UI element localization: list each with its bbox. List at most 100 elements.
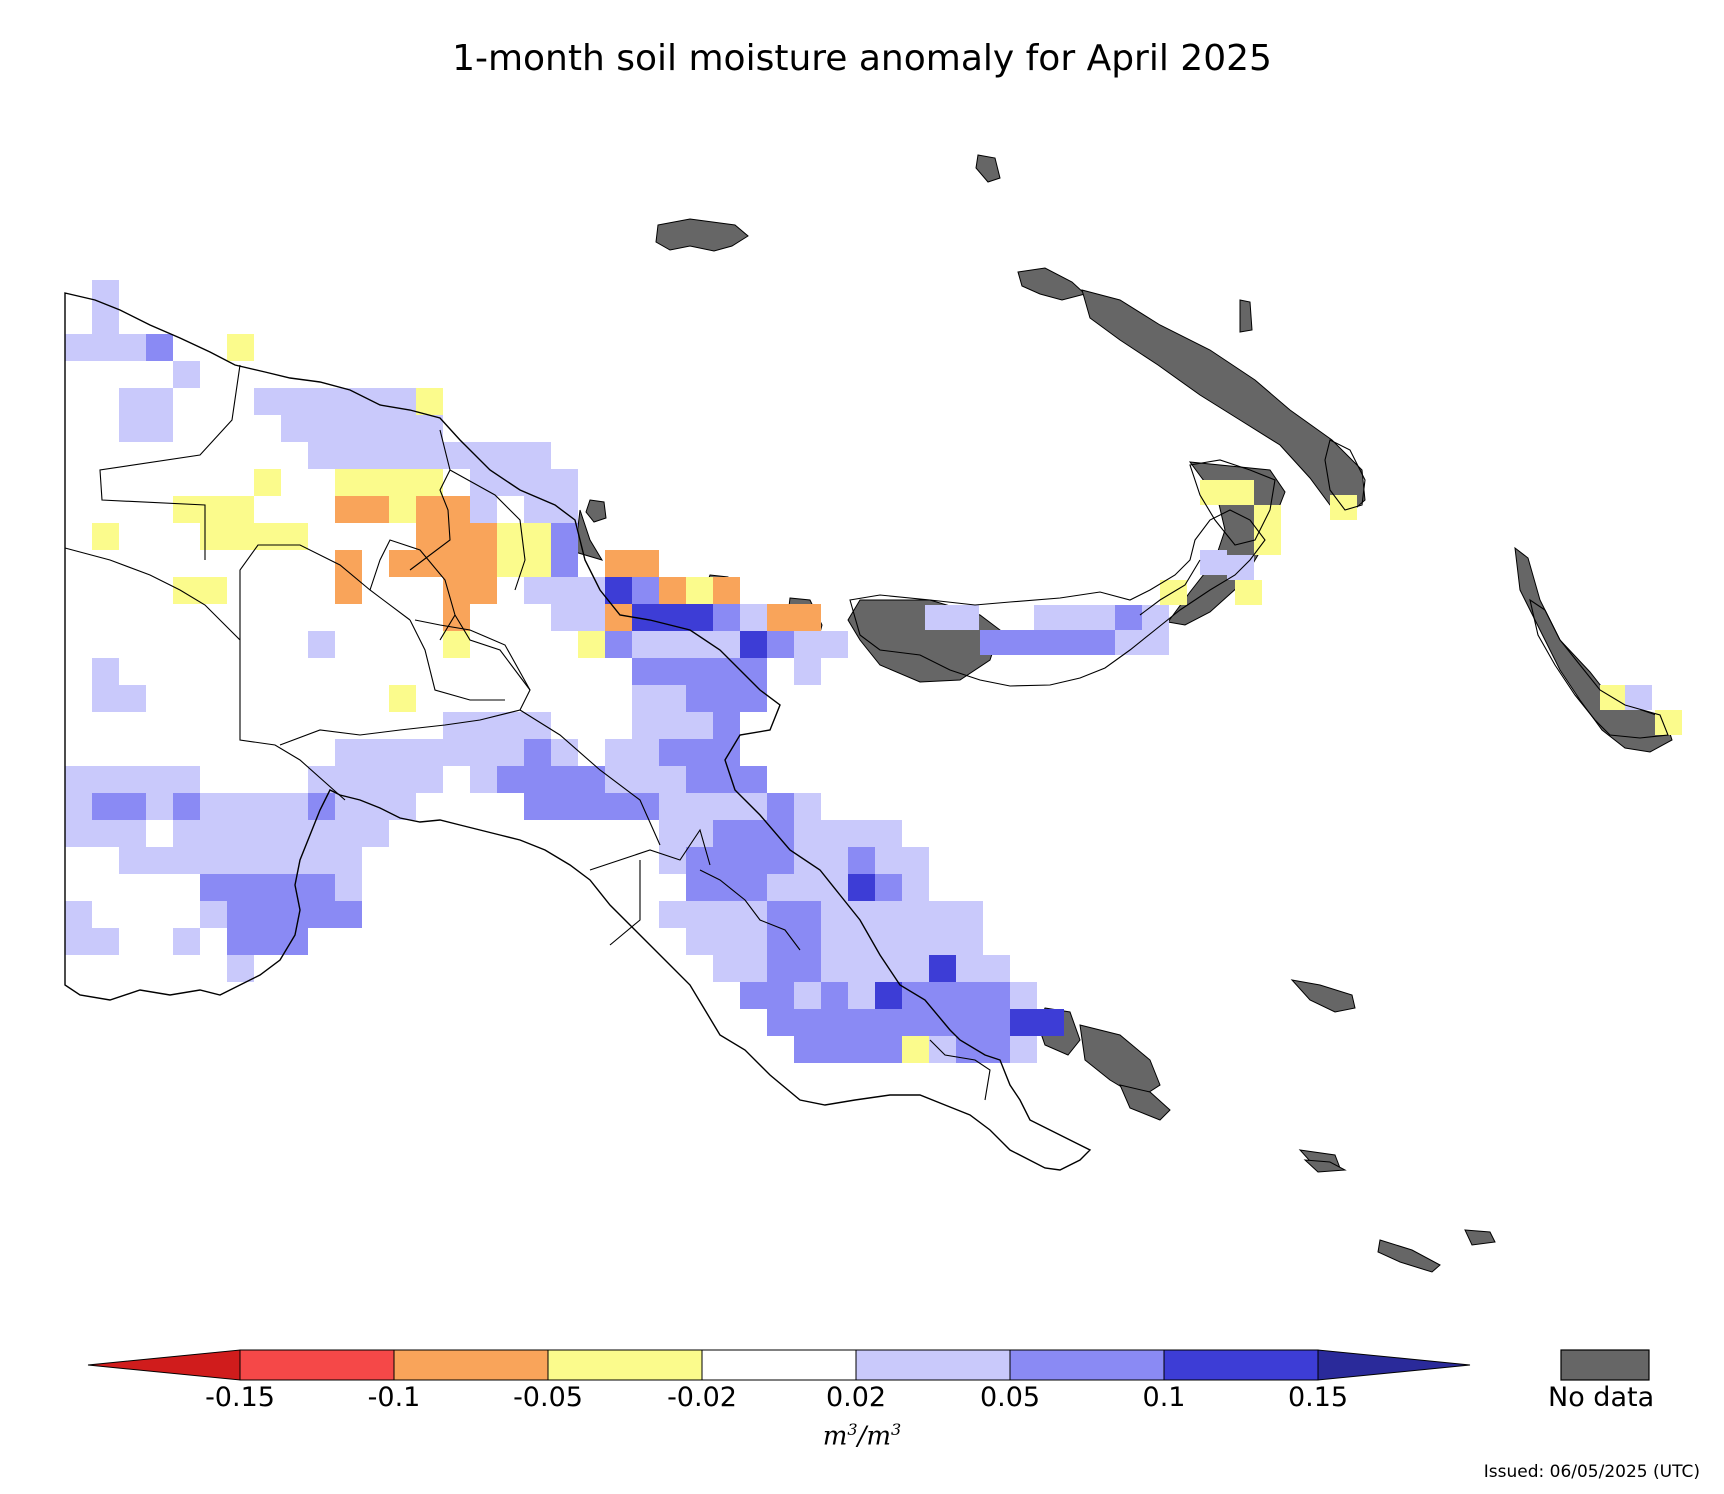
anomaly-cell: [524, 550, 551, 577]
anomaly-cell: [605, 766, 632, 793]
units-slash: /: [857, 1421, 867, 1452]
anomaly-cell: [362, 388, 389, 415]
anomaly-cell: [227, 334, 254, 361]
anomaly-cell: [524, 577, 551, 604]
anomaly-cell: [119, 766, 146, 793]
anomaly-cell: [335, 766, 362, 793]
anomaly-cell: [146, 793, 173, 820]
anomaly-cell: [173, 847, 200, 874]
colorbar-segment: [393, 1349, 549, 1381]
anomaly-cell: [65, 901, 92, 928]
anomaly-cell: [1010, 1036, 1037, 1063]
anomaly-cell: [308, 901, 335, 928]
anomaly-cell: [92, 766, 119, 793]
colorbar-tick-label: 0.05: [979, 1382, 1041, 1413]
colorbar-tick-label: 0.1: [1142, 1382, 1186, 1413]
anomaly-cell: [254, 793, 281, 820]
anomaly-cell: [1061, 630, 1088, 655]
colorbar-segment: [1009, 1349, 1165, 1381]
anomaly-cell: [1115, 605, 1142, 630]
anomaly-cell: [416, 523, 443, 550]
anomaly-cell: [227, 847, 254, 874]
anomaly-cell: [1010, 1009, 1037, 1036]
anomaly-cell: [1061, 605, 1088, 630]
anomaly-cell: [1655, 710, 1682, 735]
anomaly-cell: [389, 550, 416, 577]
anomaly-cell: [929, 955, 956, 982]
issued-date: Issued: 06/05/2025 (UTC): [1483, 1462, 1700, 1482]
anomaly-cell: [686, 712, 713, 739]
anomaly-cell: [1142, 630, 1169, 655]
anomaly-cell: [389, 766, 416, 793]
anomaly-cell: [254, 928, 281, 955]
anomaly-cell: [605, 631, 632, 658]
anomaly-cell: [632, 658, 659, 685]
anomaly-cell: [875, 847, 902, 874]
anomaly-cell: [470, 550, 497, 577]
normanby: [1119, 1084, 1171, 1121]
anomaly-cell: [956, 928, 983, 955]
new-hanover: [1017, 267, 1087, 301]
anomaly-cell: [443, 442, 470, 469]
anomaly-cell: [821, 631, 848, 658]
anomaly-cell: [470, 469, 497, 496]
anomaly-cell: [92, 523, 119, 550]
anomaly-cell: [713, 631, 740, 658]
anomaly-cell: [362, 496, 389, 523]
anomaly-cell: [929, 928, 956, 955]
anomaly-cell: [1088, 605, 1115, 630]
anomaly-cell: [308, 874, 335, 901]
anomaly-cell: [578, 793, 605, 820]
anomaly-cell: [740, 874, 767, 901]
anomaly-cell: [200, 793, 227, 820]
anomaly-cell: [659, 901, 686, 928]
anomaly-cell: [1037, 1009, 1064, 1036]
island-outlines: [849, 439, 1669, 739]
anomaly-cell: [470, 739, 497, 766]
anomaly-cell: [794, 604, 821, 631]
anomaly-cell: [362, 739, 389, 766]
colorbar-tick-label: -0.02: [667, 1382, 737, 1413]
anomaly-cell: [659, 766, 686, 793]
anomaly-cell: [497, 442, 524, 469]
anomaly-cell: [524, 523, 551, 550]
anomaly-cell: [308, 820, 335, 847]
anomaly-cell: [470, 577, 497, 604]
anomaly-cell: [1254, 505, 1281, 530]
anomaly-cell: [875, 1036, 902, 1063]
anomaly-cell: [902, 874, 929, 901]
anomaly-cell: [551, 550, 578, 577]
anomaly-cell: [902, 955, 929, 982]
anomaly-cell: [389, 739, 416, 766]
anomaly-cell: [335, 415, 362, 442]
anomaly-cell: [713, 685, 740, 712]
anomaly-cell: [524, 496, 551, 523]
anomaly-cell: [524, 712, 551, 739]
karkar: [585, 499, 607, 523]
anomaly-cell: [632, 685, 659, 712]
anomaly-cell: [929, 901, 956, 928]
mussau: [975, 154, 1001, 183]
anomaly-cell: [902, 1009, 929, 1036]
anomaly-cell: [335, 901, 362, 928]
anomaly-cell: [335, 739, 362, 766]
anomaly-cell: [119, 388, 146, 415]
anomaly-cell: [65, 766, 92, 793]
anomaly-cell: [980, 630, 1007, 655]
anomaly-cell: [659, 793, 686, 820]
anomaly-cell: [794, 820, 821, 847]
anomaly-cell: [335, 577, 362, 604]
anomaly-cell: [65, 793, 92, 820]
anomaly-cell: [443, 550, 470, 577]
anomaly-cell: [1010, 982, 1037, 1009]
nodata-label: No data: [1548, 1382, 1655, 1413]
anomaly-grid: [65, 280, 1682, 1063]
anomaly-cell: [605, 604, 632, 631]
anomaly-cell: [821, 955, 848, 982]
anomaly-cell: [713, 928, 740, 955]
anomaly-cell: [848, 874, 875, 901]
units-exp-1: 3: [847, 1420, 858, 1439]
colorbar-segment: [1163, 1349, 1319, 1381]
anomaly-cell: [92, 334, 119, 361]
anomaly-cell: [659, 577, 686, 604]
